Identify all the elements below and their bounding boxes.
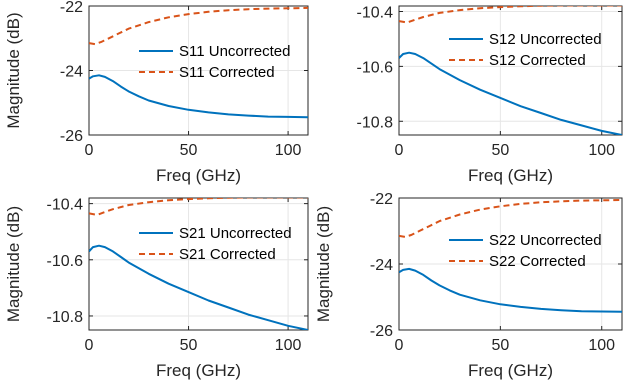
y-tick-label: -24	[370, 257, 393, 274]
series-line-uncorrected	[89, 74, 308, 119]
axes-box	[398, 5, 623, 136]
legend-label: S22 Uncorrected	[489, 232, 602, 249]
series-line-corrected	[399, 6, 622, 24]
x-axis-label: Freq (GHz)	[156, 166, 241, 185]
y-tick-label: -10.8	[357, 114, 394, 131]
x-axis-label: Freq (GHz)	[468, 166, 553, 185]
y-tick-label: -10.4	[47, 197, 84, 214]
y-tick-label: -26	[60, 128, 83, 145]
y-tick-label: -24	[60, 64, 83, 81]
x-axis-label: Freq (GHz)	[156, 361, 241, 380]
y-tick-label: -22	[370, 191, 393, 208]
x-tick-label: 50	[180, 142, 198, 159]
x-tick-label: 50	[180, 337, 198, 354]
chart-panel-4: 0 50 100 -26 -24 -22 Freq (GHz) Magnitude (dB) S…	[314, 191, 623, 380]
legend-label: S11 Uncorrected	[179, 43, 290, 60]
x-tick-label: 0	[395, 337, 404, 354]
series-line-corrected	[399, 199, 622, 238]
y-axis-label: Magnitude (dB)	[4, 206, 23, 322]
x-tick-label: 50	[491, 337, 509, 354]
x-tick-label: 100	[588, 337, 615, 354]
x-tick-label: 0	[85, 337, 94, 354]
series-line-corrected	[89, 6, 308, 46]
series-line-uncorrected	[399, 51, 622, 135]
series-line-uncorrected	[399, 267, 622, 313]
series-line-uncorrected	[89, 244, 308, 330]
legend-label: S12 Uncorrected	[489, 31, 602, 48]
legend-label: S12 Corrected	[489, 52, 586, 69]
legend-label: S11 Corrected	[179, 64, 275, 81]
x-axis-label: Freq (GHz)	[468, 361, 553, 380]
y-tick-label: -10.6	[357, 59, 394, 76]
axes-box	[88, 197, 309, 331]
legend-label: S21 Uncorrected	[179, 225, 292, 242]
x-tick-label: 0	[395, 142, 404, 159]
x-tick-label: 100	[588, 142, 615, 159]
y-tick-label: -26	[370, 323, 393, 340]
y-tick-label: -10.8	[47, 309, 84, 326]
y-tick-label: -10.4	[357, 4, 394, 21]
x-tick-label: 0	[85, 142, 94, 159]
y-tick-label: -22	[60, 0, 83, 16]
chart-panel-1: 0 50 100 -26 -24 -22 Freq (GHz) Magnitude (dB) S…	[4, 0, 309, 185]
legend-label: S22 Corrected	[489, 253, 586, 270]
x-tick-label: 100	[275, 142, 302, 159]
y-axis-label: Magnitude (dB)	[314, 206, 333, 322]
legend-label: S21 Corrected	[179, 246, 276, 263]
x-tick-label: 50	[491, 142, 509, 159]
y-tick-label: -10.6	[47, 253, 84, 270]
y-axis-label: Magnitude (dB)	[4, 12, 23, 128]
series-line-corrected	[89, 198, 308, 216]
chart-panel-3: 0 50 100 -10.8 -10.6 -10.4 Freq (GHz) Magnitude…	[4, 197, 309, 380]
chart-panel-2: 0 50 100 -10.8 -10.6 -10.4 Freq (GHz) S12 Uncor…	[357, 4, 623, 185]
x-tick-label: 100	[275, 337, 302, 354]
